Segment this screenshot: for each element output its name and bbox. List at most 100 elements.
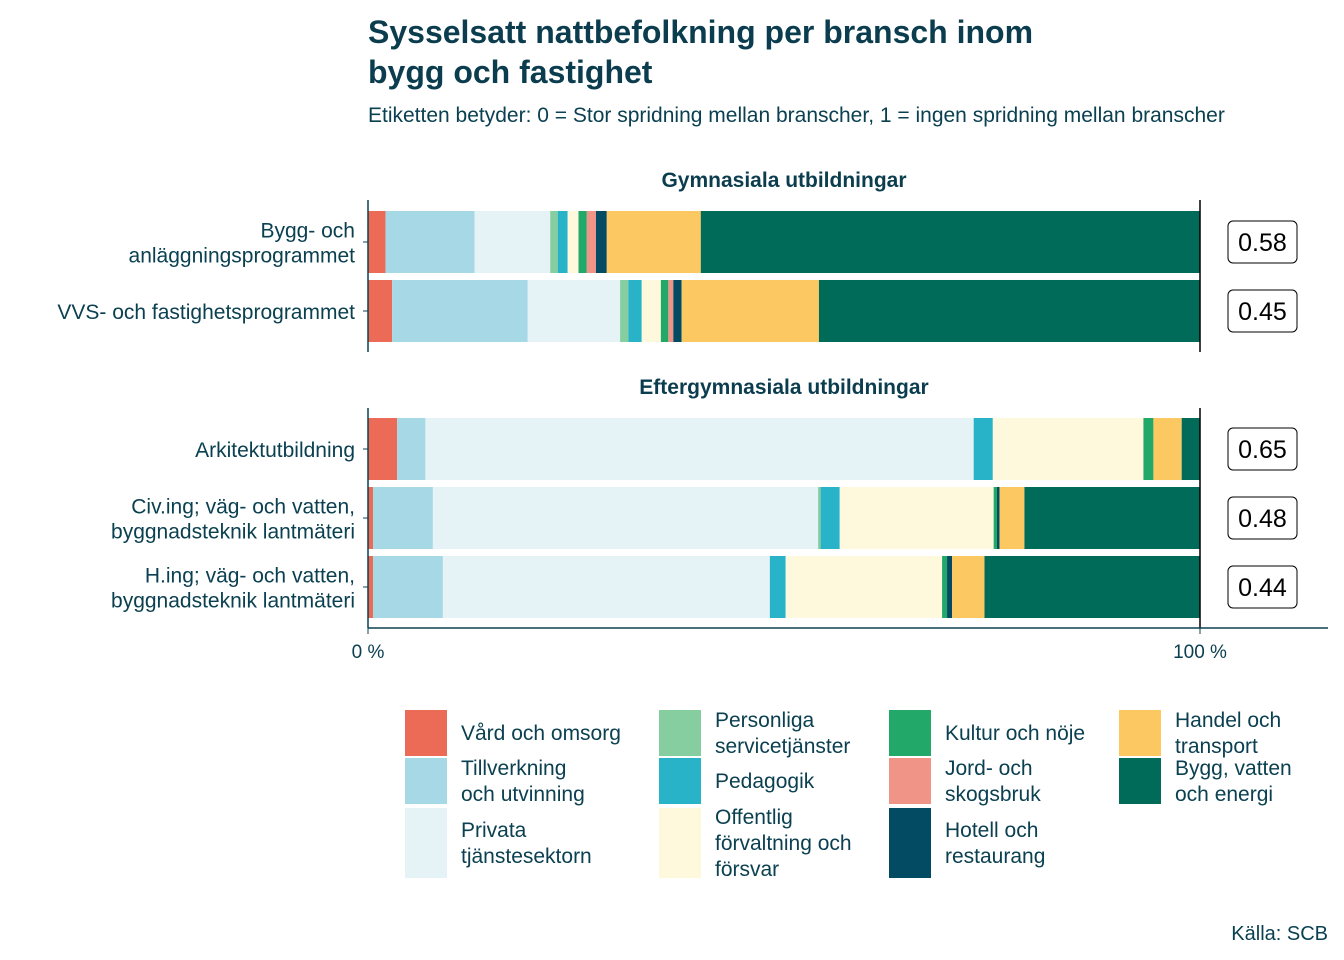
bar-segment	[595, 211, 607, 273]
score-box	[1227, 289, 1298, 333]
bar-segment	[368, 211, 386, 273]
legend-key	[889, 808, 931, 878]
chart-subtitle: Etiketten betyder: 0 = Stor spridning me…	[368, 104, 1225, 127]
category-label: Bygg- och	[260, 220, 355, 243]
legend-label: Hotell och	[945, 819, 1038, 842]
score-label: 0.48	[1238, 505, 1287, 533]
score-box	[1227, 220, 1298, 264]
bar-segment	[769, 556, 786, 618]
legend-label: skogsbruk	[945, 783, 1041, 806]
legend-label: och energi	[1175, 783, 1273, 806]
bar-segment	[628, 280, 642, 342]
bar-segment	[368, 418, 398, 480]
legend-label: Privata	[461, 819, 527, 842]
score-box	[1227, 496, 1298, 540]
legend-key	[659, 808, 701, 878]
bar-segment	[942, 556, 948, 618]
legend-key	[405, 808, 447, 878]
bar-segment	[820, 487, 840, 549]
bar-segment	[586, 211, 596, 273]
legend-key	[1119, 758, 1161, 804]
legend-label: servicetjänster	[715, 735, 850, 758]
legend-key	[405, 710, 447, 756]
bar-segment	[1143, 418, 1154, 480]
bar-segment	[660, 280, 669, 342]
bar-segment	[668, 280, 674, 342]
bar-segment	[527, 280, 621, 342]
category-label: byggnadsteknik lantmäteri	[111, 590, 355, 613]
legend-label: Kultur och nöje	[945, 722, 1085, 745]
legend-label: Bygg, vatten	[1175, 757, 1292, 780]
legend-label: försvar	[715, 858, 779, 881]
bar-segment	[818, 487, 821, 549]
legend-label: förvaltning och	[715, 832, 852, 855]
legend-key	[405, 758, 447, 804]
bar-segment	[992, 418, 1144, 480]
score-box	[1227, 427, 1298, 471]
bar-segment	[1181, 418, 1200, 480]
bar-segment	[567, 211, 579, 273]
legend-label: Handel och	[1175, 709, 1281, 732]
bar-segment	[432, 487, 819, 549]
legend-key	[659, 710, 701, 756]
legend-label: transport	[1175, 735, 1258, 758]
chart-title: Sysselsatt nattbefolkning per bransch in…	[368, 14, 1033, 50]
bar-segment	[606, 211, 701, 273]
category-label: anläggningsprogrammet	[129, 245, 356, 268]
bar-segment	[397, 418, 426, 480]
chart-title: bygg och fastighet	[368, 54, 653, 90]
legend-key	[1119, 710, 1161, 756]
score-label: 0.65	[1238, 436, 1287, 464]
category-label: Civ.ing; väg- och vatten,	[131, 496, 355, 519]
bar-segment	[999, 487, 1025, 549]
x-tick-label: 100 %	[1173, 642, 1227, 663]
bar-segment	[984, 556, 1200, 618]
bar-segment	[818, 280, 1200, 342]
bar-segment	[392, 280, 528, 342]
bar-segment	[550, 211, 558, 273]
legend-label: Offentlig	[715, 806, 793, 829]
bar-segment	[700, 211, 1200, 273]
bar-segment	[947, 556, 953, 618]
bar-segment	[557, 211, 568, 273]
bar-segment	[952, 556, 985, 618]
bar-segment	[973, 418, 993, 480]
panel-title: Gymnasiala utbildningar	[661, 169, 906, 192]
bar-segment	[425, 418, 974, 480]
bar-segment	[1153, 418, 1182, 480]
legend-label: Vård och omsorg	[461, 722, 621, 745]
legend-key	[889, 710, 931, 756]
source-note: Källa: SCB	[1231, 923, 1328, 945]
bar-segment	[368, 487, 373, 549]
bar-segment	[785, 556, 943, 618]
bar-segment	[372, 556, 443, 618]
score-label: 0.44	[1238, 574, 1287, 602]
panel-title: Eftergymnasiala utbildningar	[639, 376, 928, 399]
legend-label: Jord- och	[945, 757, 1033, 780]
bar-segment	[474, 211, 551, 273]
bar-segment	[368, 556, 373, 618]
bar-segment	[385, 211, 475, 273]
bar-segment	[1024, 487, 1200, 549]
bar-segment	[839, 487, 994, 549]
score-label: 0.45	[1238, 298, 1287, 326]
legend-label: restaurang	[945, 845, 1045, 868]
legend-label: Pedagogik	[715, 770, 815, 793]
legend-label: och utvinning	[461, 783, 585, 806]
legend-key	[889, 758, 931, 804]
category-label: Arkitektutbildning	[195, 439, 355, 462]
legend-label: tjänstesektorn	[461, 845, 592, 868]
category-label: VVS- och fastighetsprogrammet	[57, 301, 355, 324]
category-label: H.ing; väg- och vatten,	[145, 565, 355, 588]
score-label: 0.58	[1238, 229, 1287, 257]
legend-label: Personliga	[715, 709, 815, 732]
legend-key	[659, 758, 701, 804]
legend-label: Tillverkning	[461, 757, 566, 780]
bar-segment	[578, 211, 587, 273]
score-box	[1227, 565, 1298, 609]
bar-segment	[368, 280, 393, 342]
bar-segment	[681, 280, 819, 342]
bar-segment	[996, 487, 1000, 549]
category-label: byggnadsteknik lantmäteri	[111, 521, 355, 544]
